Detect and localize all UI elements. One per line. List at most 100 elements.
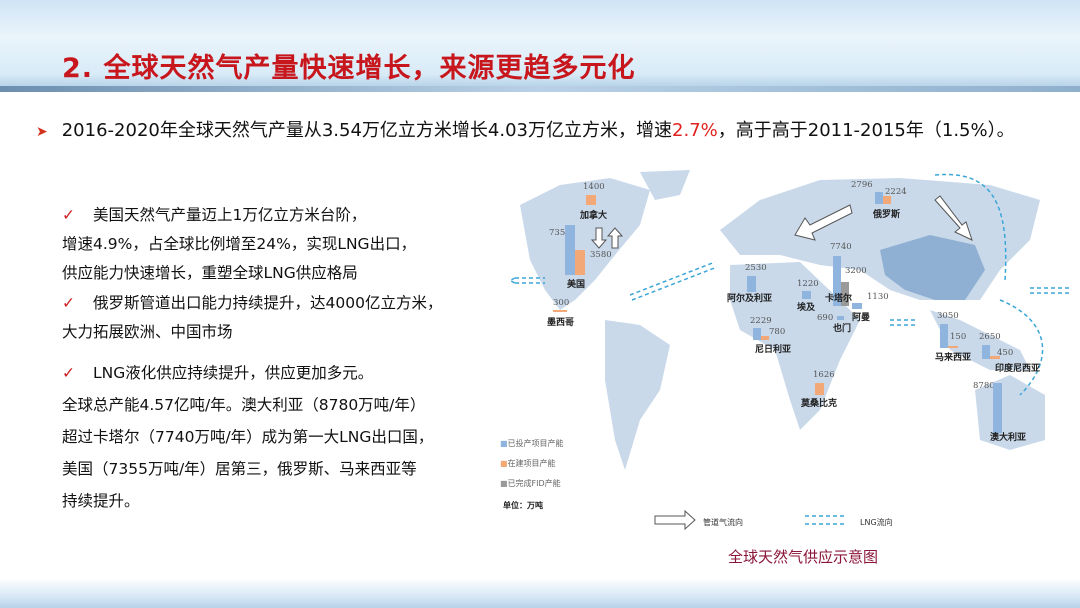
- value-label: 2224: [885, 187, 907, 197]
- value-label: 7355: [549, 228, 571, 238]
- bar-construction: [761, 336, 769, 340]
- bullet-line: 美国（7355万吨/年）居第三，俄罗斯、马来西亚等: [62, 460, 417, 478]
- value-label: 3200: [845, 266, 867, 276]
- country-label: 尼日利亚: [755, 345, 792, 355]
- bar-operating: [940, 324, 948, 348]
- lng-flow-icon: [934, 173, 1007, 281]
- bullet-line: ✓ 俄罗斯管道出口能力持续提升，达4000亿立方米，: [62, 294, 443, 312]
- bar-operating: [875, 192, 883, 204]
- greenland: [640, 170, 690, 200]
- value-label: 8780: [973, 381, 995, 391]
- lead-text: 2016-2020年全球天然气产量从3.54万亿立方米增长4.03万亿立方米，增…: [61, 120, 673, 141]
- footer-banner: [0, 578, 1080, 608]
- unit-label: 单位：万吨: [503, 501, 543, 510]
- bar-operating: [565, 225, 575, 275]
- southeast-asia: [930, 310, 1030, 370]
- growth-rate: 2.7%: [672, 120, 718, 141]
- south-america: [605, 320, 670, 470]
- country-label: 阿曼: [852, 313, 871, 323]
- pipeline-arrow-icon: [934, 195, 973, 241]
- china: [880, 235, 985, 300]
- bullet-line: 全球总产能4.57亿吨/年。澳大利亚（8780万吨/年）: [62, 396, 426, 414]
- country-label: 俄罗斯: [873, 210, 901, 220]
- lng-flow-icon: [629, 261, 718, 301]
- bar-construction: [990, 356, 1000, 359]
- arrow-bullet-icon: ➤: [36, 124, 48, 140]
- lng-legend-label: LNG流向: [860, 518, 893, 527]
- value-label: 2229: [750, 316, 772, 326]
- value-label: 2530: [745, 263, 767, 273]
- country-label: 莫桑比克: [801, 399, 838, 409]
- pipeline-arrow-icon: [654, 509, 696, 531]
- country-label: 也门: [833, 324, 852, 334]
- bar-operating: [837, 316, 844, 320]
- value-label: 1130: [867, 292, 889, 302]
- bar-construction: [553, 310, 567, 312]
- value-label: 780: [769, 327, 786, 337]
- country-label: 加拿大: [580, 211, 608, 221]
- bar-operating: [802, 291, 811, 299]
- bullet-line: 大力拓展欧洲、中国市场: [62, 323, 233, 341]
- value-label: 1400: [583, 182, 605, 192]
- legend-operating: ■已投产项目产能: [500, 439, 564, 448]
- value-label: 7740: [830, 242, 852, 252]
- lead-paragraph: ➤ 2016-2020年全球天然气产量从3.54万亿立方米增长4.03万亿立方米，…: [36, 116, 1066, 147]
- country-label: 埃及: [797, 303, 816, 313]
- bullet-line: ✓ LNG液化供应持续提升，供应更加多元。: [62, 364, 374, 382]
- value-label: 1220: [797, 279, 819, 289]
- slide-title: 2. 全球天然气产量快速增长，来源更趋多元化: [62, 53, 636, 84]
- check-icon: ✓: [62, 294, 75, 312]
- value-label: 1626: [813, 370, 835, 380]
- country-label: 卡塔尔: [825, 294, 853, 304]
- value-label: 2796: [851, 180, 873, 190]
- pipeline-legend-label: 管道气流向: [703, 518, 743, 527]
- pipeline-arrow-icon: [794, 204, 853, 241]
- bullet-line: ✓ 美国天然气产量迈上1万亿立方米台阶，: [62, 206, 367, 224]
- bar-operating: [982, 345, 990, 359]
- bar-construction: [883, 196, 891, 204]
- bullet-line: 供应能力快速增长，重塑全球LNG供应格局: [62, 264, 358, 282]
- bar-construction: [948, 346, 958, 348]
- bar-operating: [993, 383, 1002, 433]
- value-label: 3580: [590, 250, 612, 260]
- country-label: 阿尔及利亚: [727, 294, 773, 304]
- country-label: 印度尼西亚: [995, 364, 1041, 374]
- country-label: 美国: [567, 280, 586, 290]
- value-label: 300: [553, 298, 570, 308]
- country-label: 马来西亚: [935, 353, 972, 363]
- lead-text-end: ，高于高于2011-2015年（1.5%）。: [717, 120, 1015, 141]
- value-label: 450: [997, 348, 1014, 358]
- bar-operating: [852, 303, 862, 309]
- value-label: 150: [950, 332, 967, 342]
- north-america: [520, 178, 650, 310]
- value-label: 690: [817, 313, 834, 323]
- legend-fid: ■已完成FID产能: [500, 479, 561, 488]
- bullet-line: 增速4.9%，占全球比例增至24%，实现LNG出口，: [62, 235, 417, 253]
- bar-construction: [575, 250, 585, 275]
- bar-construction: [815, 383, 824, 395]
- bar-operating: [747, 276, 756, 292]
- bar-operating: [753, 328, 761, 340]
- header-banner: [0, 0, 1080, 92]
- figure-caption: 全球天然气供应示意图: [728, 548, 879, 566]
- value-label: 2650: [979, 332, 1001, 342]
- pipeline-arrow-icon: [606, 227, 624, 249]
- country-label: 澳大利亚: [990, 433, 1027, 443]
- lng-flow-icon: [508, 277, 545, 284]
- australia: [975, 375, 1045, 450]
- bar-fid: [841, 282, 849, 306]
- value-label: 3050: [937, 311, 959, 321]
- africa: [730, 262, 860, 430]
- check-icon: ✓: [62, 364, 75, 382]
- country-label: 墨西哥: [547, 318, 575, 328]
- map-annotations: 1400 加拿大 7355 3580 美国 300 墨西哥 2796 2224 …: [495, 170, 1080, 530]
- check-icon: ✓: [62, 206, 75, 224]
- bar-construction: [586, 195, 596, 205]
- legend-construction: ■在建项目产能: [500, 459, 556, 468]
- pipeline-arrow-icon: [590, 227, 608, 249]
- bullet-line: 超过卡塔尔（7740万吨/年）成为第一大LNG出口国，: [62, 428, 434, 446]
- bullet-line: 持续提升。: [62, 492, 140, 510]
- lng-flow-icon: [999, 299, 1044, 396]
- bar-operating: [833, 256, 841, 306]
